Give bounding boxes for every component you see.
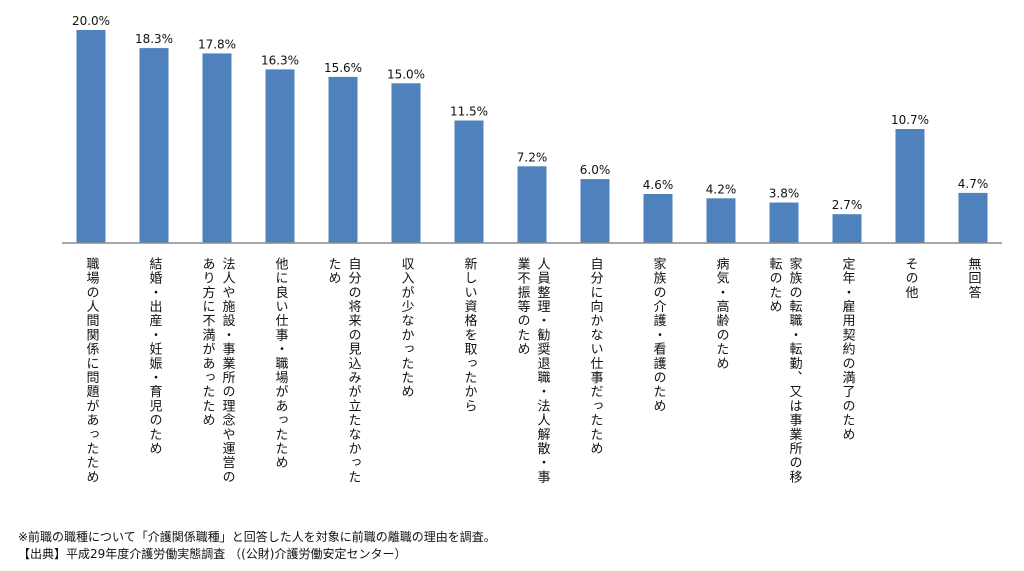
category-label: 結婚・出産・妊娠・育児のため (147, 257, 163, 456)
value-label: 15.0% (387, 67, 425, 81)
category-label: 自分に向かない仕事だったため (588, 257, 604, 456)
bar (958, 192, 988, 243)
value-label: 4.6% (643, 178, 674, 192)
bars-group (76, 30, 988, 244)
category-label: 自分の将来の見込みが立たなかった (346, 257, 362, 484)
value-label: 10.7% (891, 113, 929, 127)
category-label: 病気・高齢のため (714, 257, 730, 371)
category-label: その他 (903, 257, 919, 300)
category-label: 職場の人間関係に問題があったため (84, 257, 100, 484)
bar (895, 129, 925, 243)
bar (202, 53, 232, 244)
source-citation: 【出典】平成29年度介護労働実態調査 （(公財)介護労働安定センター） (18, 547, 407, 561)
bar (139, 48, 169, 243)
value-label: 17.8% (198, 37, 236, 51)
footnote: ※前職の職種について「介護関係職種」と回答した人を対象に前職の離職の理由を調査。 (18, 530, 496, 544)
value-labels-group: 20.0% 18.3% 17.8% 16.3% 15.6% 15.0% 11.5% 7.2% 6… (72, 14, 988, 212)
bar (769, 202, 799, 243)
category-label: 他に良い仕事・職場があったため (273, 257, 289, 470)
category-label: ため (326, 257, 341, 285)
category-label: 業不振等のため (515, 256, 531, 356)
bar (328, 76, 358, 244)
category-label: 人員整理・勧奨退職・法人解散・事 (535, 257, 551, 484)
value-label: 11.5% (450, 105, 488, 119)
bar (391, 83, 421, 244)
category-label: 家族の介護・看護のため (651, 256, 667, 413)
category-labels-group: 職場の人間関係に問題があったため 結婚・出産・妊娠・育児のため 法人や施設・事業所の… (84, 256, 982, 484)
value-label: 16.3% (261, 53, 299, 67)
category-label: 無回答 (966, 257, 982, 300)
bar (643, 194, 673, 243)
category-label: 法人や施設・事業所の理念や運営の (220, 257, 236, 484)
category-label: 転のため (767, 257, 783, 314)
bar (76, 30, 106, 243)
category-label: あり方に不満があったため (200, 257, 216, 427)
category-label: 収入が少なかったため (399, 257, 415, 399)
chart-notes: ※前職の職種について「介護関係職種」と回答した人を対象に前職の離職の理由を調査。… (18, 529, 1008, 563)
bar (580, 179, 610, 243)
value-label: 6.0% (580, 163, 611, 177)
bar-chart: 20.0% 18.3% 17.8% 16.3% 15.6% 15.0% 11.5% 7.2% 6… (62, 14, 1002, 484)
bar (832, 214, 862, 243)
category-label: 定年・雇用契約の満了のため (840, 257, 856, 442)
bar (265, 69, 295, 244)
bar (517, 166, 547, 243)
value-label: 3.8% (769, 187, 800, 201)
value-label: 15.6% (324, 61, 362, 75)
value-label: 18.3% (135, 32, 173, 46)
category-label: 家族の転職・転勤、又は事業所の移 (787, 256, 803, 484)
value-label: 4.2% (706, 182, 737, 196)
bar (454, 120, 484, 243)
category-label: 新しい資格を取ったから (462, 256, 478, 413)
value-label: 2.7% (832, 198, 863, 212)
value-label: 7.2% (517, 150, 548, 164)
value-label: 20.0% (72, 14, 110, 28)
bar (706, 198, 736, 243)
value-label: 4.7% (958, 177, 989, 191)
